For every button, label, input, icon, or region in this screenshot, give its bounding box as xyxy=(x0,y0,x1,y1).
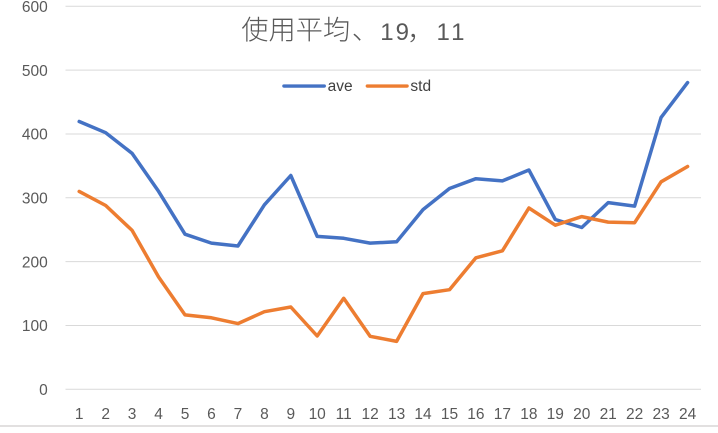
svg-text:600: 600 xyxy=(22,0,48,16)
svg-text:4: 4 xyxy=(154,406,163,423)
svg-text:std: std xyxy=(410,78,431,95)
svg-text:11: 11 xyxy=(336,406,352,423)
svg-text:5: 5 xyxy=(181,406,190,423)
svg-text:9: 9 xyxy=(396,19,409,46)
svg-text:1: 1 xyxy=(451,19,464,46)
svg-text:300: 300 xyxy=(22,191,48,208)
svg-text:200: 200 xyxy=(22,254,48,271)
svg-text:10: 10 xyxy=(309,406,327,423)
svg-text:12: 12 xyxy=(361,406,378,423)
svg-text:13: 13 xyxy=(388,406,405,423)
svg-text:20: 20 xyxy=(573,406,591,423)
svg-text:16: 16 xyxy=(467,406,484,423)
svg-text:15: 15 xyxy=(441,406,458,423)
svg-text:500: 500 xyxy=(22,63,48,80)
svg-text:2: 2 xyxy=(101,406,110,423)
svg-text:7: 7 xyxy=(234,406,243,423)
svg-text:17: 17 xyxy=(494,406,511,423)
svg-text:1: 1 xyxy=(75,406,84,423)
svg-text:19: 19 xyxy=(547,406,564,423)
svg-text:0: 0 xyxy=(39,382,48,399)
svg-text:8: 8 xyxy=(260,406,269,423)
svg-text:18: 18 xyxy=(520,406,537,423)
svg-text:22: 22 xyxy=(626,406,643,423)
svg-text:100: 100 xyxy=(22,318,48,335)
svg-text:6: 6 xyxy=(207,406,216,423)
svg-text:23: 23 xyxy=(652,406,669,423)
svg-text:14: 14 xyxy=(414,406,432,423)
svg-text:ave: ave xyxy=(328,78,353,95)
svg-text:1: 1 xyxy=(380,19,393,46)
svg-text:9: 9 xyxy=(286,406,295,423)
svg-text:1: 1 xyxy=(437,19,450,46)
svg-text:21: 21 xyxy=(600,406,617,423)
svg-text:400: 400 xyxy=(22,127,48,144)
svg-text:24: 24 xyxy=(679,406,697,423)
svg-text:3: 3 xyxy=(128,406,137,423)
